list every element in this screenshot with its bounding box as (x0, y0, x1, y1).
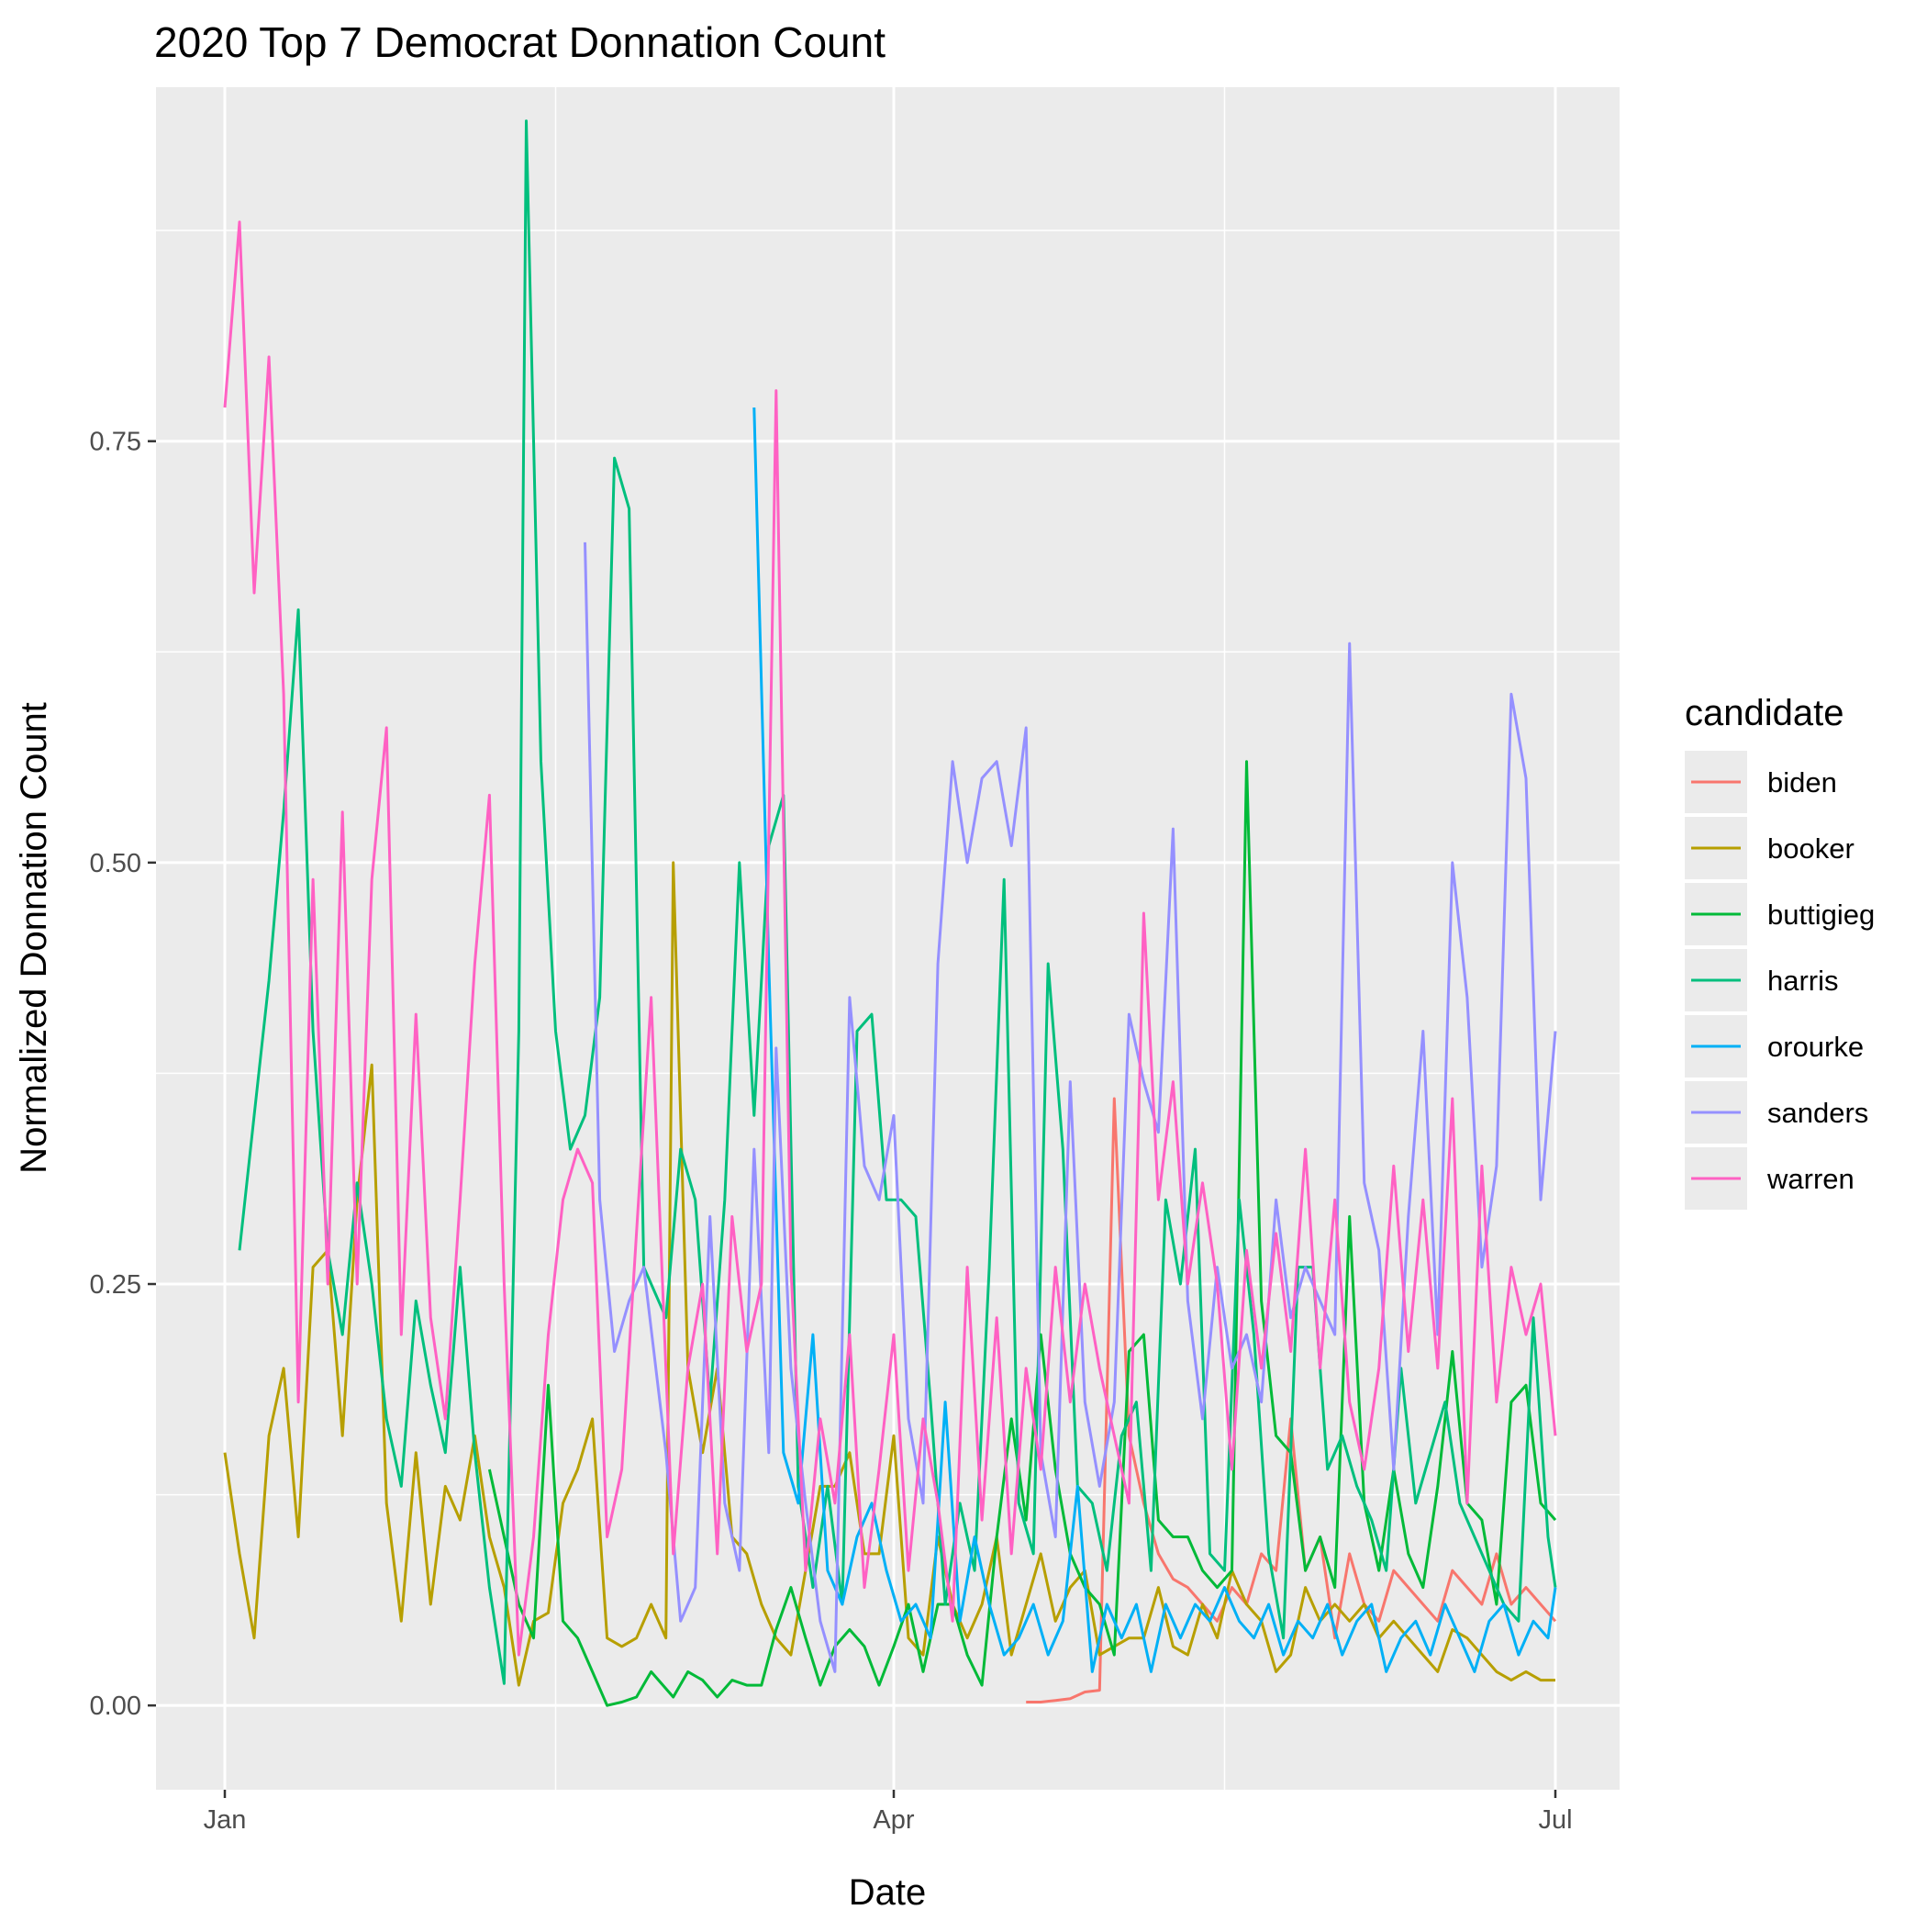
x-tick-label: Jul (1538, 1805, 1572, 1835)
series-line-warren (223, 220, 1557, 1657)
series-line-sanders (584, 542, 1557, 1673)
legend-label: sanders (1767, 1097, 1868, 1129)
legend-label: harris (1767, 965, 1839, 997)
x-axis: Jan Apr Jul (204, 1790, 1573, 1835)
legend: candidate biden booker buttigieg harris orou… (1685, 693, 1875, 1210)
y-tick-label: 0.00 (90, 1692, 141, 1721)
legend-item-warren: warren (1685, 1147, 1855, 1210)
x-tick-label: Jan (204, 1805, 247, 1835)
legend-item-biden: biden (1685, 751, 1837, 813)
series-line-buttigieg (487, 760, 1557, 1707)
series-line-harris (238, 119, 1557, 1685)
y-tick-label: 0.50 (90, 849, 141, 878)
y-axis-title: Normalized Donnation Count (14, 702, 54, 1174)
y-tick-label: 0.25 (90, 1270, 141, 1300)
legend-title: candidate (1685, 693, 1843, 733)
legend-item-sanders: sanders (1685, 1081, 1868, 1144)
series-line-booker (223, 861, 1555, 1687)
y-axis: 0.00 0.25 0.50 0.75 (90, 428, 156, 1721)
legend-label: booker (1767, 832, 1855, 865)
minor-gridlines (156, 87, 1620, 1790)
major-gridlines (156, 87, 1620, 1790)
y-tick-label: 0.75 (90, 428, 141, 457)
legend-item-orourke: orourke (1685, 1015, 1864, 1078)
legend-item-booker: booker (1685, 817, 1855, 879)
x-tick-label: Apr (873, 1805, 914, 1835)
plot-panel (156, 87, 1620, 1790)
legend-label: orourke (1767, 1031, 1864, 1063)
chart-title: 2020 Top 7 Democrat Donnation Count (154, 18, 886, 66)
legend-label: warren (1766, 1163, 1855, 1195)
series-lines (223, 119, 1557, 1707)
x-axis-title: Date (849, 1872, 927, 1913)
legend-label: biden (1767, 766, 1837, 798)
legend-item-harris: harris (1685, 949, 1839, 1011)
legend-label: buttigieg (1767, 899, 1875, 931)
legend-item-buttigieg: buttigieg (1685, 883, 1875, 945)
series-line-orourke (752, 407, 1557, 1673)
